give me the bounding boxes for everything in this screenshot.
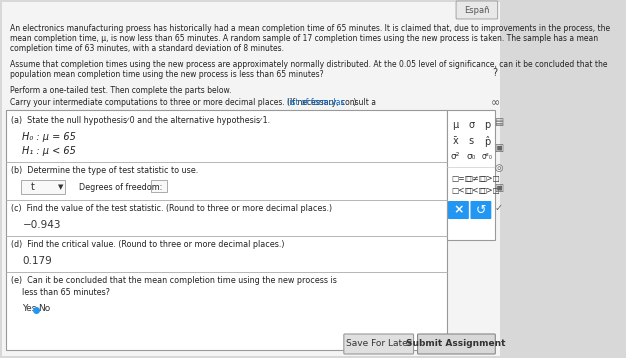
- Text: population mean completion time using the new process is less than 65 minutes?: population mean completion time using th…: [9, 70, 323, 79]
- Text: s: s: [469, 136, 474, 146]
- Text: σ²₀: σ²₀: [482, 152, 493, 161]
- Text: (c)  Find the value of the test statistic. (Round to three or more decimal place: (c) Find the value of the test statistic…: [11, 204, 332, 213]
- Text: ▣: ▣: [494, 183, 503, 193]
- Text: μ: μ: [452, 120, 458, 130]
- Text: (e)  Can it be concluded that the mean completion time using the new process is: (e) Can it be concluded that the mean co…: [11, 276, 337, 285]
- Text: □>□: □>□: [480, 186, 500, 195]
- Text: □≠□: □≠□: [465, 174, 486, 183]
- FancyBboxPatch shape: [456, 1, 498, 19]
- Text: ◎: ◎: [495, 163, 503, 173]
- FancyBboxPatch shape: [2, 2, 500, 356]
- Text: p: p: [484, 120, 490, 130]
- Text: ▼: ▼: [58, 184, 64, 190]
- Text: (d)  Find the critical value. (Round to three or more decimal places.): (d) Find the critical value. (Round to t…: [11, 240, 285, 249]
- FancyBboxPatch shape: [447, 110, 495, 240]
- Text: mean completion time, μ, is now less than 65 minutes. A random sample of 17 comp: mean completion time, μ, is now less tha…: [9, 34, 598, 43]
- FancyBboxPatch shape: [344, 334, 414, 354]
- Text: .): .): [351, 98, 356, 107]
- Text: (b)  Determine the type of test statistic to use.: (b) Determine the type of test statistic…: [11, 166, 198, 175]
- Text: ↺: ↺: [476, 203, 486, 217]
- Text: □<□: □<□: [451, 186, 472, 195]
- Text: ▤: ▤: [494, 117, 503, 127]
- Text: list of formulas: list of formulas: [287, 98, 344, 107]
- FancyBboxPatch shape: [448, 201, 469, 219]
- Text: □<□: □<□: [465, 186, 486, 195]
- Text: −0.943: −0.943: [23, 220, 61, 230]
- Text: H₁ : μ < 65: H₁ : μ < 65: [23, 146, 76, 156]
- Text: σ²: σ²: [451, 152, 460, 161]
- Text: Perform a one-tailed test. Then complete the parts below.: Perform a one-tailed test. Then complete…: [9, 86, 231, 95]
- Text: p̂: p̂: [484, 136, 490, 147]
- Text: Españ: Españ: [464, 6, 490, 15]
- Text: 0.179: 0.179: [23, 256, 52, 266]
- Text: An electronics manufacturing pro⁠ess has historically had a mean completion time: An electronics manufacturing pro⁠ess has…: [9, 24, 610, 33]
- Text: Submit Assignment: Submit Assignment: [406, 339, 506, 348]
- Text: σ: σ: [468, 120, 475, 130]
- Text: Save For Later: Save For Later: [346, 339, 411, 348]
- FancyBboxPatch shape: [21, 180, 65, 194]
- FancyBboxPatch shape: [6, 110, 447, 350]
- Text: Yes: Yes: [23, 304, 37, 313]
- FancyBboxPatch shape: [151, 180, 167, 192]
- Text: Assume that completion times using the new process are approximately normally di: Assume that completion times using the n…: [9, 60, 607, 69]
- Text: ▣: ▣: [494, 143, 503, 153]
- Text: □>□: □>□: [480, 174, 500, 183]
- Text: Carry your intermediate computations to three or more decimal places. (If necess: Carry your intermediate computations to …: [9, 98, 378, 107]
- Text: ✓: ✓: [495, 203, 503, 213]
- Text: No: No: [38, 304, 51, 313]
- Text: less than 65 minutes?: less than 65 minutes?: [23, 288, 110, 297]
- Text: x̄: x̄: [453, 136, 458, 146]
- Text: □=□: □=□: [451, 174, 472, 183]
- Text: ×: ×: [453, 203, 464, 217]
- Text: Degrees of freedom:: Degrees of freedom:: [78, 183, 162, 192]
- Text: completion time of 63 minutes, with a standard deviation of 8 minutes.: completion time of 63 minutes, with a st…: [9, 44, 284, 53]
- Text: H₀ : μ = 65: H₀ : μ = 65: [23, 132, 76, 142]
- Text: ∞: ∞: [491, 98, 500, 108]
- FancyBboxPatch shape: [418, 334, 495, 354]
- Text: ?: ?: [493, 68, 498, 78]
- Text: t: t: [31, 182, 34, 192]
- Text: σ₀: σ₀: [466, 152, 476, 161]
- Text: (a)  State the null hypothesis ̷0 and the alternative hypothesis ̷1.: (a) State the null hypothesis ̷0 and the…: [11, 116, 270, 125]
- FancyBboxPatch shape: [471, 201, 491, 219]
